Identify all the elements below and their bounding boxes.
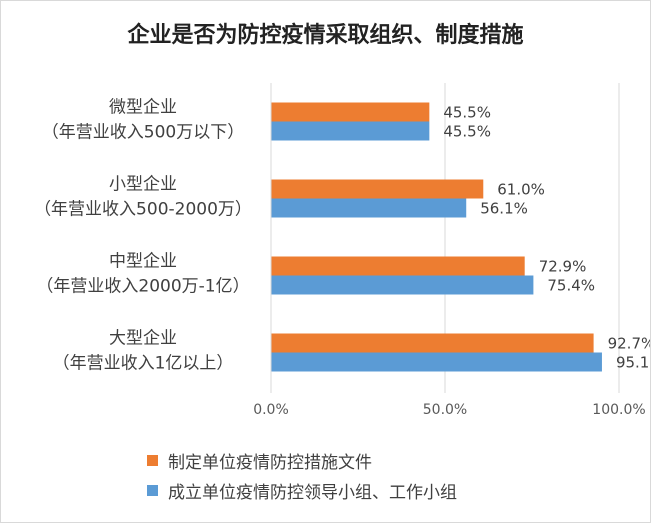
legend-item-leading-group: 成立单位疫情防控领导小组、工作小组: [147, 475, 457, 505]
bar: [271, 102, 430, 122]
category-sublabel: （年营业收入500-2000万）: [34, 200, 252, 220]
data-label: 72.9%: [539, 258, 587, 276]
category-label: 大型企业: [109, 329, 177, 349]
bar: [271, 352, 602, 372]
data-label: 61.0%: [497, 181, 545, 199]
bar: [271, 256, 525, 276]
bar: [271, 121, 430, 141]
data-label: 45.5%: [443, 123, 491, 141]
category-sublabel: （年营业收入1亿以上）: [53, 354, 234, 374]
data-label: 56.1%: [480, 200, 528, 218]
data-label: 45.5%: [443, 104, 491, 122]
legend-label: 制定单位疫情防控措施文件: [168, 452, 372, 473]
x-tick-label: 0.0%: [253, 402, 289, 418]
legend-label: 成立单位疫情防控领导小组、工作小组: [168, 482, 457, 503]
category-sublabel: （年营业收入2000万-1亿）: [36, 277, 249, 297]
bar: [271, 275, 534, 295]
legend-swatch-blue: [147, 484, 158, 496]
legend-item-measures-document: 制定单位疫情防控措施文件: [147, 445, 457, 475]
category-label: 微型企业: [109, 98, 177, 118]
bar: [271, 198, 467, 218]
bar-chart: 0.0% 50.0% 100.0% 微型企业 （年营业收入500万以下） 45.5%45.…: [34, 83, 650, 418]
chart-title: 企业是否为防控疫情采取组织、制度措施: [127, 23, 524, 48]
legend: 制定单位疫情防控措施文件 成立单位疫情防控领导小组、工作小组: [147, 445, 457, 505]
x-tick-label: 100.0%: [592, 402, 645, 418]
bar: [271, 333, 594, 353]
data-label: 92.7%: [608, 335, 650, 353]
category-label: 小型企业: [109, 175, 177, 195]
legend-swatch-orange: [147, 454, 158, 466]
category-sublabel: （年营业收入500万以下）: [42, 123, 244, 143]
data-label: 95.1%: [616, 354, 650, 372]
category-label: 中型企业: [109, 252, 177, 272]
x-tick-label: 50.0%: [423, 402, 467, 418]
bar: [271, 179, 484, 199]
data-label: 75.4%: [547, 277, 595, 295]
